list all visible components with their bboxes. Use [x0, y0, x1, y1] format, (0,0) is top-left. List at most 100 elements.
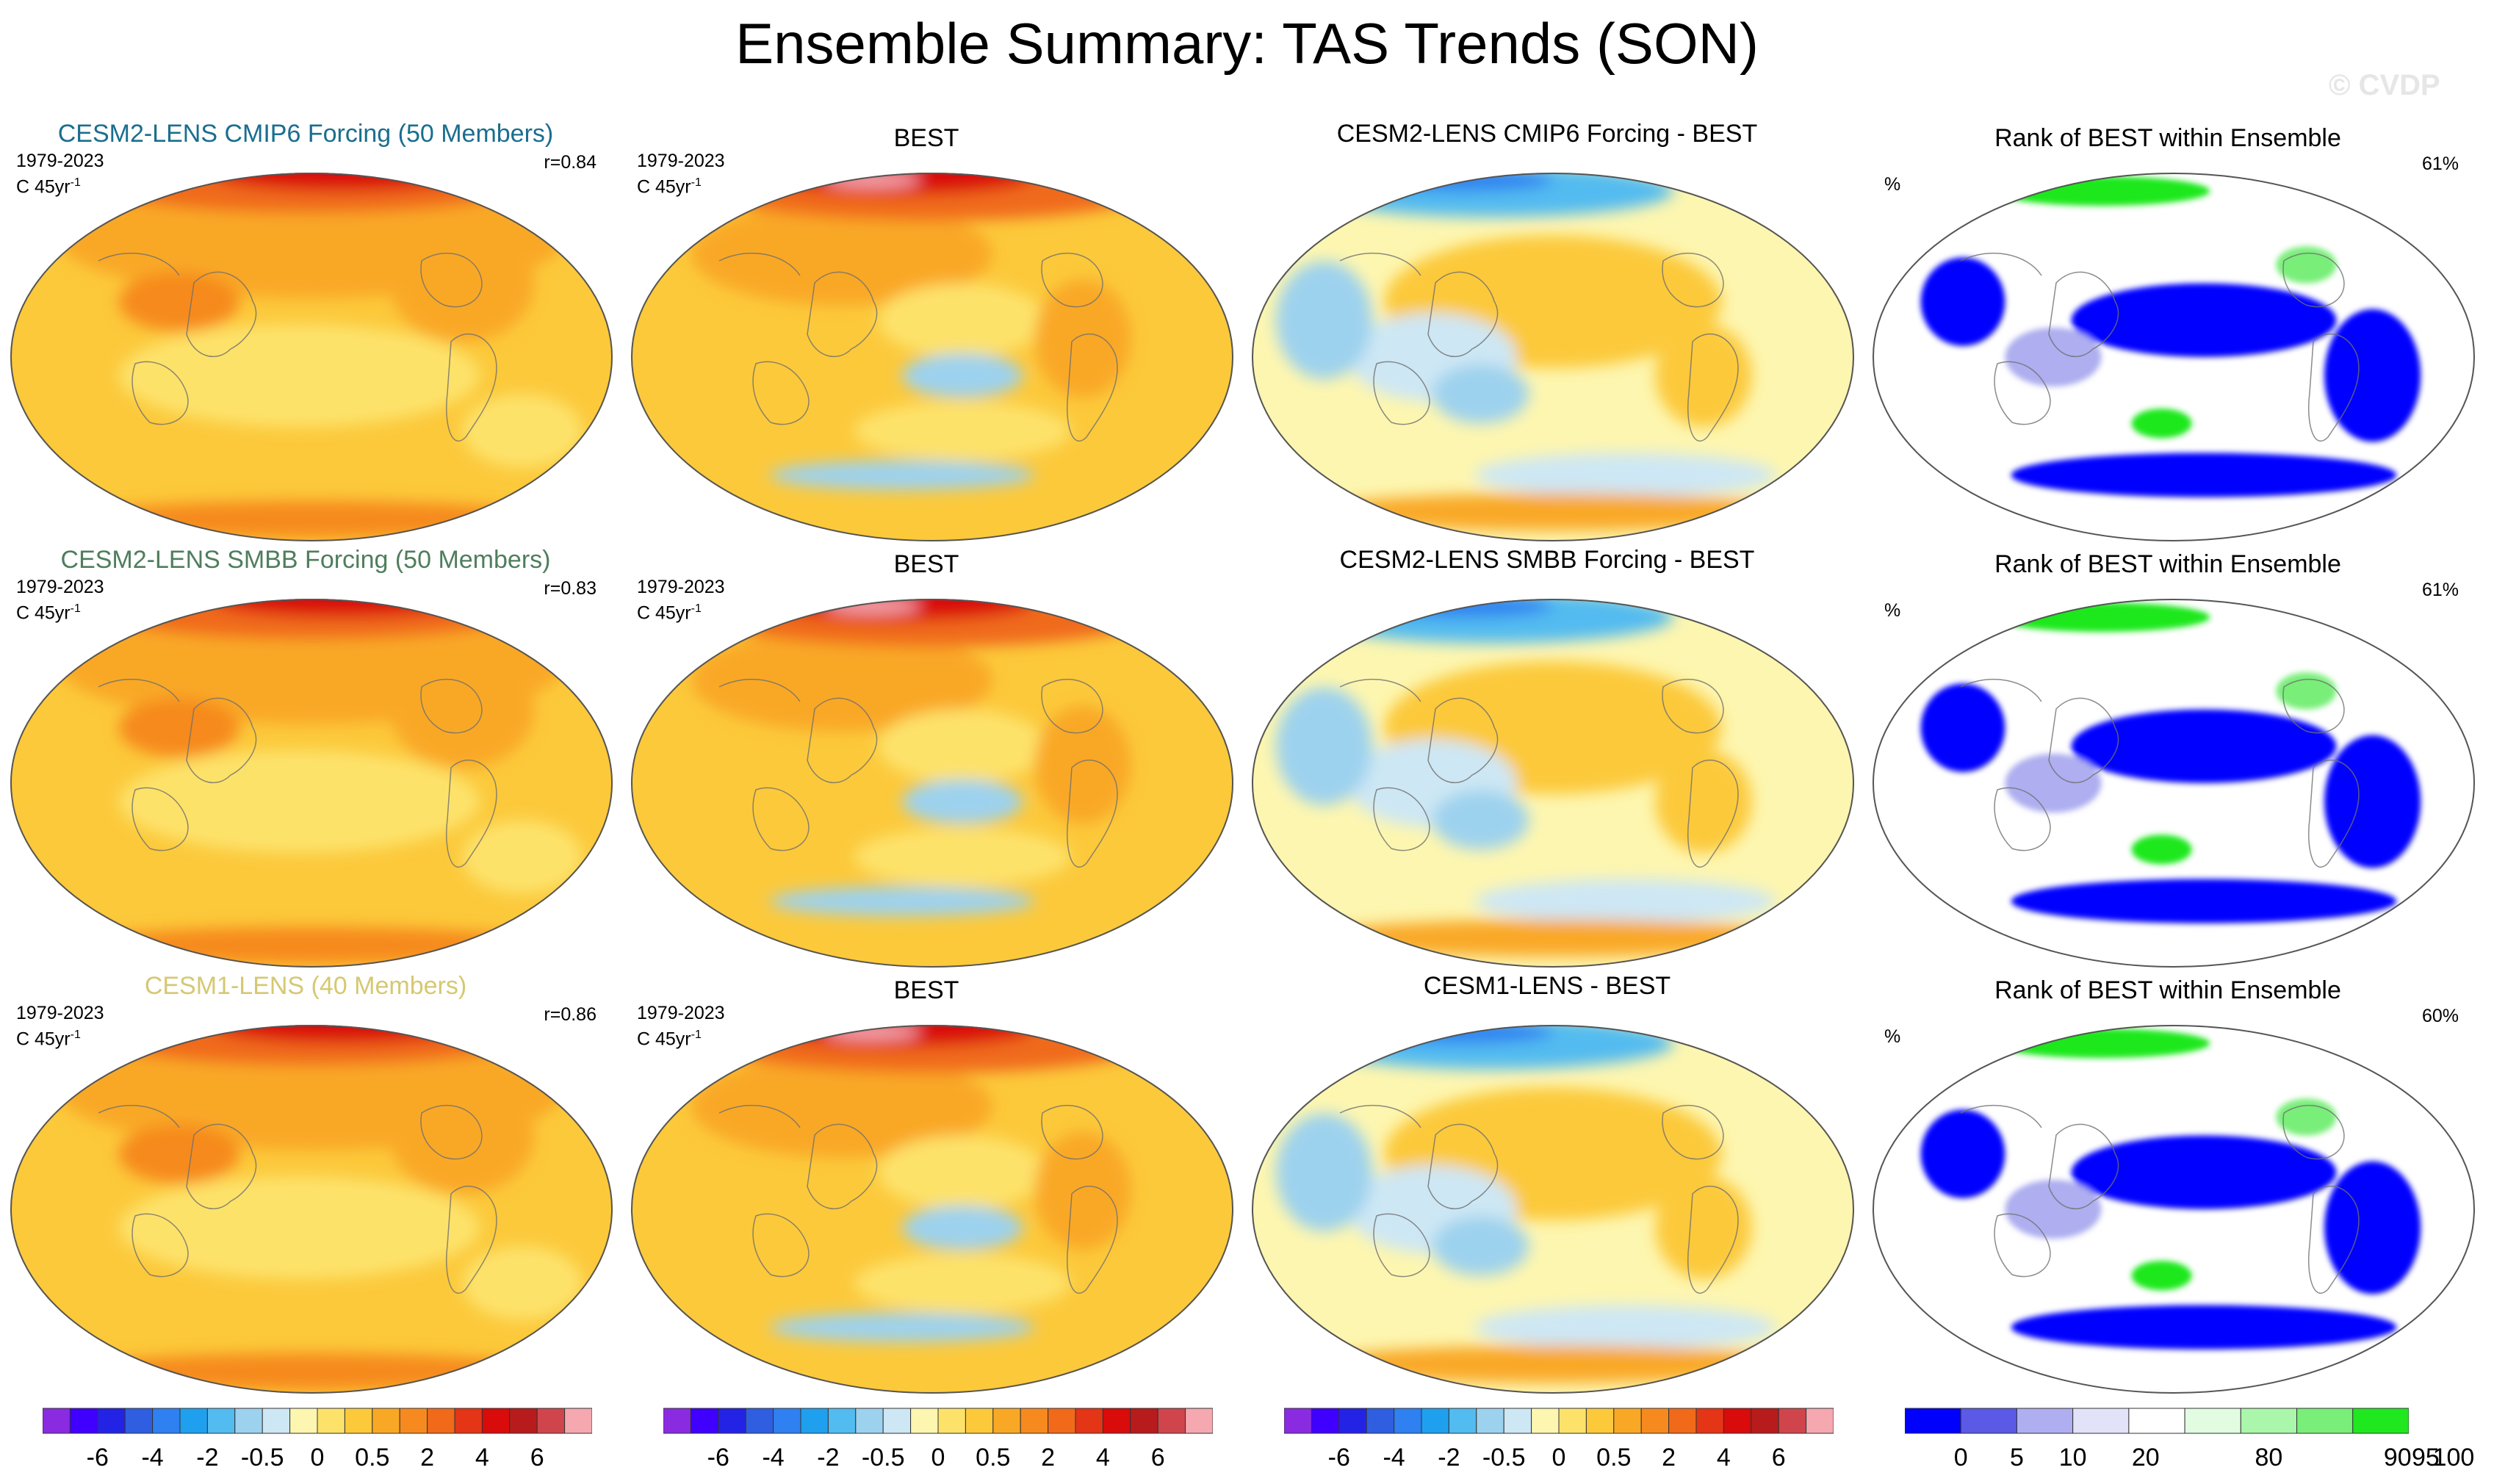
colorbar-swatch [317, 1408, 345, 1434]
units-text: C 45yr [637, 1029, 691, 1050]
colorbar-swatches [1905, 1408, 2409, 1434]
model-panel: CESM2-LENS SMBB Forcing (50 Members) 1979… [0, 540, 613, 968]
obs-panel: BEST 1979-2023 C 45yr-1 [621, 114, 1233, 541]
colorbar-tick-label: 0 [931, 1444, 945, 1472]
colorbar-tick-label: -6 [1327, 1444, 1350, 1472]
colorbar-tick-label: 6 [1150, 1444, 1165, 1472]
colorbar-swatch [1695, 1408, 1724, 1434]
colorbar-swatch [965, 1408, 994, 1434]
obs-map [631, 599, 1233, 968]
colorbar-swatch [1102, 1408, 1131, 1434]
model-period-units: 1979-2023 C 45yr-1 [16, 1003, 104, 1050]
colorbar-swatch [800, 1408, 829, 1434]
units-text: C 45yr [16, 1029, 71, 1050]
colorbar-swatch [1640, 1408, 1670, 1434]
units-exponent: -1 [70, 602, 81, 615]
colorbar-swatch [937, 1408, 966, 1434]
colorbar-swatch [262, 1408, 291, 1434]
rank-percent-value: 60% [2421, 1006, 2459, 1026]
colorbar-swatch [289, 1408, 318, 1434]
colorbar-swatch [1311, 1408, 1340, 1434]
colorbar-swatch [344, 1408, 373, 1434]
colorbar-tick-label: 4 [1716, 1444, 1731, 1472]
obs-panel-title: BEST [893, 550, 959, 578]
diff-panel-title: CESM2-LENS SMBB Forcing - BEST [1339, 546, 1755, 574]
units-label: C 45yr-1 [16, 172, 104, 198]
rank-percent-value: 61% [2421, 580, 2459, 600]
colorbar-tick-label: -2 [1438, 1444, 1460, 1472]
colorbar-swatch [69, 1408, 98, 1434]
pattern-correlation: r=0.84 [544, 152, 597, 173]
colorbar-tick-label: 4 [1095, 1444, 1110, 1472]
colorbar-swatch [564, 1408, 592, 1434]
colorbar-swatch [1905, 1408, 1961, 1434]
trend-colorbar: -6 -4 -2 -0.5 0 0.5 2 4 6 [663, 1407, 1213, 1484]
rank-percent-label: % [1884, 600, 1901, 621]
trend-colorbar: -6 -4 -2 -0.5 0 0.5 2 4 6 [1284, 1407, 1834, 1484]
rank-percent-label: % [1884, 1026, 1901, 1047]
colorbar-tick-label: -6 [707, 1444, 729, 1472]
model-period-units: 1979-2023 C 45yr-1 [16, 151, 104, 198]
colorbar-swatch [536, 1408, 566, 1434]
colorbar-swatches [43, 1408, 592, 1434]
units-label: C 45yr-1 [637, 598, 725, 624]
period-label: 1979-2023 [637, 1003, 725, 1023]
obs-map [631, 173, 1233, 541]
units-exponent: -1 [70, 1029, 81, 1041]
obs-panel: BEST 1979-2023 C 45yr-1 [621, 540, 1233, 968]
colorbar-swatch [855, 1408, 884, 1434]
colorbar-swatch [152, 1408, 181, 1434]
colorbar-swatch [1585, 1408, 1615, 1434]
obs-panel-title: BEST [893, 124, 959, 152]
rank-panel-title: Rank of BEST within Ensemble [1994, 550, 2341, 578]
colorbar-swatch [1366, 1408, 1395, 1434]
colorbar-swatch [97, 1408, 126, 1434]
colorbar-tick-label: 0 [1551, 1444, 1566, 1472]
colorbar-swatches [1284, 1408, 1834, 1434]
cvdp-watermark: © CVDP [2329, 69, 2440, 101]
colorbar-swatch [910, 1408, 939, 1434]
units-text: C 45yr [637, 602, 691, 624]
colorbar-tick-label: 2 [1662, 1444, 1676, 1472]
colorbar-tick-label: -0.5 [1482, 1444, 1526, 1472]
diff-map [1252, 1025, 1854, 1394]
model-map [10, 173, 613, 541]
colorbar-swatch [1751, 1408, 1779, 1434]
colorbar-swatch [663, 1408, 691, 1434]
colorbar-swatch [1130, 1408, 1158, 1434]
colorbar-swatch [1157, 1408, 1186, 1434]
rank-map [1873, 1025, 2475, 1394]
colorbar-swatch [43, 1408, 71, 1434]
colorbar-swatch [992, 1408, 1021, 1434]
period-label: 1979-2023 [16, 577, 104, 597]
colorbar-tick-label: 0.5 [1596, 1444, 1632, 1472]
colorbar-tick-label: 0 [310, 1444, 325, 1472]
colorbar-tick-label: 0.5 [976, 1444, 1011, 1472]
colorbar-swatch [1048, 1408, 1076, 1434]
diff-panel-title: CESM1-LENS - BEST [1423, 972, 1671, 1000]
model-panel-title: CESM2-LENS SMBB Forcing (50 Members) [60, 546, 551, 574]
colorbar-tick-label: 6 [530, 1444, 544, 1472]
colorbar-swatch [1503, 1408, 1532, 1434]
colorbar-tick-label: 0 [1953, 1444, 1968, 1472]
colorbar-swatch [827, 1408, 857, 1434]
model-panel-title: CESM1-LENS (40 Members) [144, 972, 467, 1000]
period-label: 1979-2023 [16, 151, 104, 171]
period-label: 1979-2023 [637, 577, 725, 597]
diff-panel: CESM2-LENS SMBB Forcing - BEST [1241, 540, 1854, 968]
colorbar-swatch [1448, 1408, 1477, 1434]
colorbar-tick-label: -6 [86, 1444, 109, 1472]
colorbar-swatch [1613, 1408, 1642, 1434]
colorbar-swatch [2128, 1408, 2185, 1434]
rank-colorbar: 0 5 10 20 80 90 95 100 [1905, 1407, 2474, 1484]
units-exponent: -1 [691, 176, 702, 189]
units-label: C 45yr-1 [16, 598, 104, 624]
colorbar-swatch [124, 1408, 154, 1434]
diff-map [1252, 173, 1854, 541]
model-panel-title: CESM2-LENS CMIP6 Forcing (50 Members) [57, 120, 554, 148]
colorbar-swatch [1020, 1408, 1049, 1434]
colorbar-swatch [372, 1408, 400, 1434]
obs-period-units: 1979-2023 C 45yr-1 [637, 151, 725, 198]
pattern-correlation: r=0.86 [544, 1004, 597, 1025]
rank-panel-title: Rank of BEST within Ensemble [1994, 124, 2341, 152]
